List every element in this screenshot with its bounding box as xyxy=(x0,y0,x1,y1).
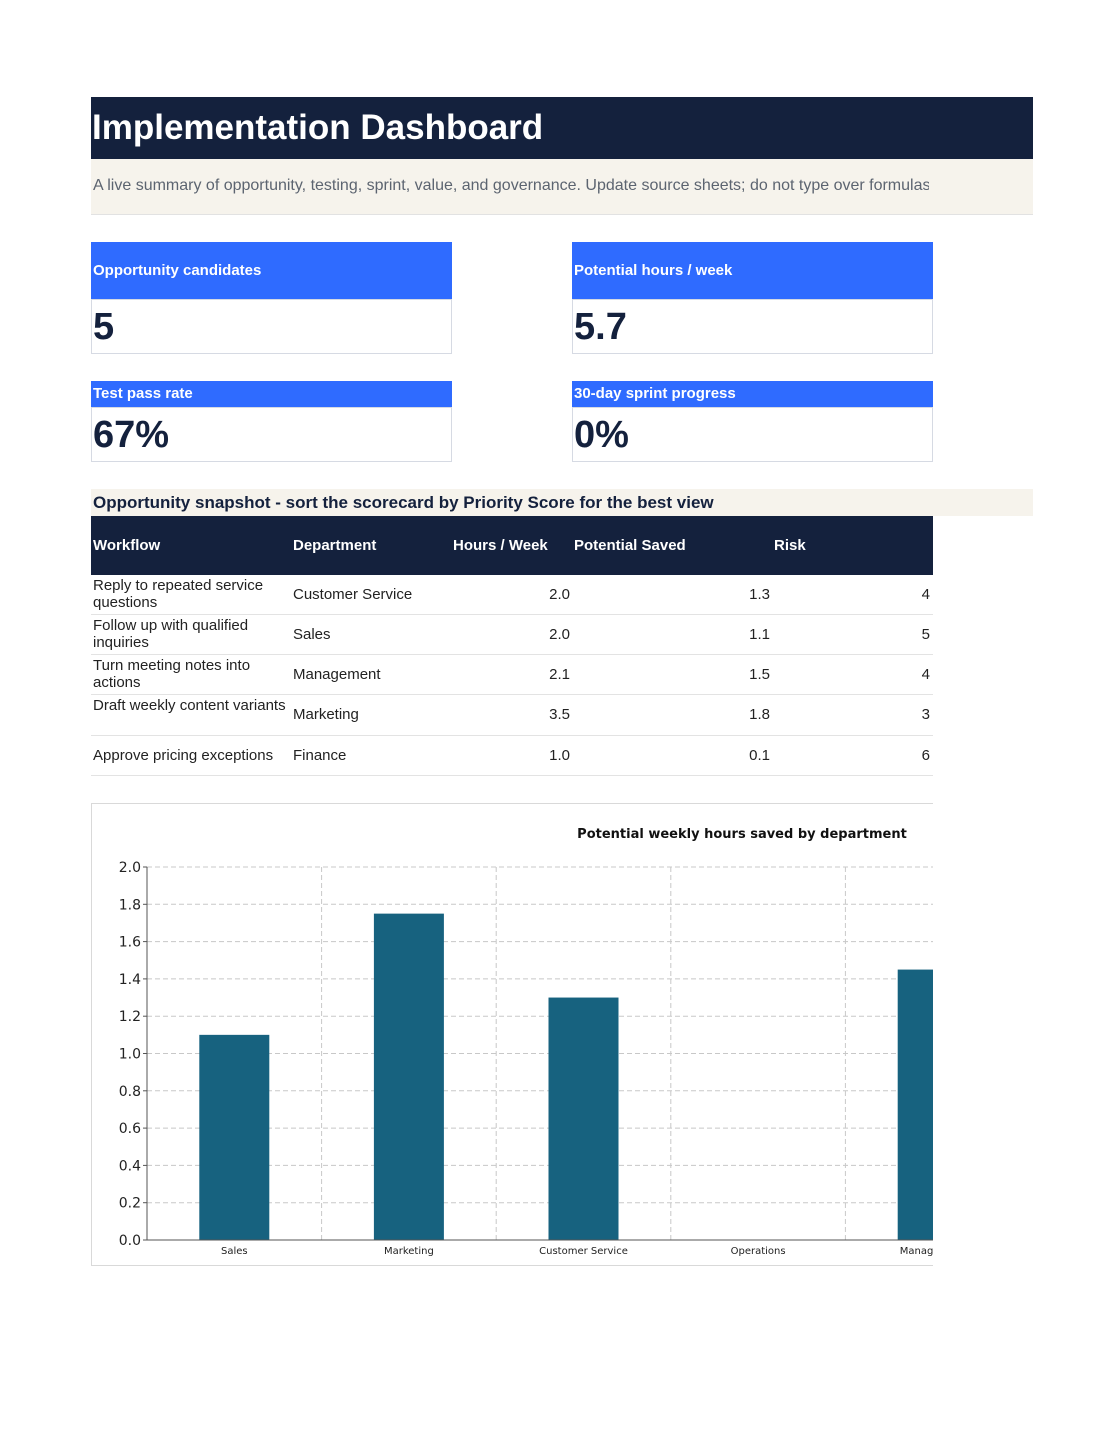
kpi-pass-rate-label: Test pass rate xyxy=(91,381,452,407)
y-tick-label: 1.2 xyxy=(119,1009,141,1025)
table-row: Approve pricing exceptions Finance 1.0 0… xyxy=(91,736,933,776)
cell-workflow: Reply to repeated service questions xyxy=(93,577,264,611)
cell-workflow: Turn meeting notes into actions xyxy=(93,657,251,691)
chart-title: Potential weekly hours saved by departme… xyxy=(577,827,907,842)
column-header-saved: Potential Saved xyxy=(574,537,686,554)
table-row: Follow up with qualified inquiries Sales… xyxy=(91,615,933,655)
cell-saved: 0.1 xyxy=(749,747,770,764)
cell-hours: 3.5 xyxy=(549,706,570,723)
chart-bar xyxy=(373,913,444,1240)
snapshot-heading: Opportunity snapshot - sort the scorecar… xyxy=(91,489,1033,516)
cell-department: Management xyxy=(293,666,381,683)
kpi-pass-rate-value: 67% xyxy=(91,407,452,462)
x-tick-label: Management xyxy=(900,1246,933,1257)
kpi-hours-label: Potential hours / week xyxy=(572,242,933,299)
cell-workflow: Follow up with qualified inquiries xyxy=(93,617,249,651)
page-subtitle: A live summary of opportunity, testing, … xyxy=(93,177,929,194)
chart-bar xyxy=(199,1034,270,1240)
cell-workflow: Draft weekly content variants xyxy=(93,697,286,714)
y-tick-label: 0.2 xyxy=(119,1196,141,1212)
dashboard-title-bar: Implementation Dashboard xyxy=(91,97,1033,159)
table-row: Reply to repeated service questions Cust… xyxy=(91,575,933,615)
chart-canvas: Potential weekly hours saved by departme… xyxy=(119,827,933,1257)
table-row: Draft weekly content variants Marketing … xyxy=(91,695,933,736)
kpi-sprint-label: 30-day sprint progress xyxy=(572,381,933,407)
y-tick-label: 1.6 xyxy=(119,935,141,951)
y-tick-label: 1.0 xyxy=(119,1047,141,1063)
cell-risk: 3 xyxy=(921,706,930,723)
x-tick-label: Operations xyxy=(731,1246,786,1257)
cell-hours: 2.0 xyxy=(549,586,570,603)
cell-saved: 1.3 xyxy=(749,586,770,603)
y-tick-label: 0.4 xyxy=(119,1158,141,1174)
table-row: Turn meeting notes into actions Manageme… xyxy=(91,655,933,695)
kpi-hours-value: 5.7 xyxy=(572,299,933,354)
y-tick-label: 1.4 xyxy=(119,972,141,988)
kpi-opportunity-label: Opportunity candidates xyxy=(91,242,452,299)
column-header-risk: Risk xyxy=(774,537,806,554)
cell-department: Finance xyxy=(293,747,347,764)
chart-x-axis: Sales Marketing Customer Service Operations… xyxy=(147,1239,933,1257)
x-tick-label: Marketing xyxy=(384,1246,434,1257)
y-tick-label: 0.8 xyxy=(119,1084,141,1100)
page-title: Implementation Dashboard xyxy=(92,108,544,147)
snapshot-table-header: Workflow Department Hours / Week Potenti… xyxy=(91,516,933,575)
cell-department: Sales xyxy=(293,626,331,643)
y-tick-label: 0.6 xyxy=(119,1121,141,1137)
kpi-opportunity-value: 5 xyxy=(91,299,452,354)
subtitle-banner: A live summary of opportunity, testing, … xyxy=(91,159,1033,215)
chart-y-axis: 0.0 0.2 0.4 0.6 0.8 1.0 1.2 1.4 1.6 1.8 2.0 xyxy=(119,860,148,1249)
kpi-sprint-value: 0% xyxy=(572,407,933,462)
column-header-workflow: Workflow xyxy=(93,537,161,554)
cell-hours: 2.0 xyxy=(549,626,570,643)
hours-saved-chart: Potential weekly hours saved by departme… xyxy=(91,803,933,1266)
chart-bar xyxy=(548,997,619,1240)
cell-department: Marketing xyxy=(293,706,359,723)
cell-department: Customer Service xyxy=(293,586,413,603)
cell-hours: 1.0 xyxy=(549,747,570,764)
cell-risk: 5 xyxy=(921,626,930,643)
y-tick-label: 2.0 xyxy=(119,860,141,876)
cell-saved: 1.1 xyxy=(749,626,770,643)
cell-workflow: Approve pricing exceptions xyxy=(93,747,274,764)
column-header-department: Department xyxy=(293,537,377,554)
chart-bar xyxy=(897,969,933,1240)
column-header-hours: Hours / Week xyxy=(453,537,548,554)
cell-risk: 4 xyxy=(921,666,930,683)
chart-grid xyxy=(147,866,933,1240)
cell-risk: 4 xyxy=(921,586,930,603)
cell-saved: 1.8 xyxy=(749,706,770,723)
y-tick-label: 1.8 xyxy=(119,897,141,913)
chart-bars xyxy=(199,913,933,1240)
x-tick-label: Sales xyxy=(221,1246,248,1257)
cell-risk: 6 xyxy=(921,747,930,764)
y-tick-label: 0.0 xyxy=(119,1233,141,1249)
cell-hours: 2.1 xyxy=(549,666,570,683)
x-tick-label: Customer Service xyxy=(539,1246,628,1257)
cell-saved: 1.5 xyxy=(749,666,770,683)
